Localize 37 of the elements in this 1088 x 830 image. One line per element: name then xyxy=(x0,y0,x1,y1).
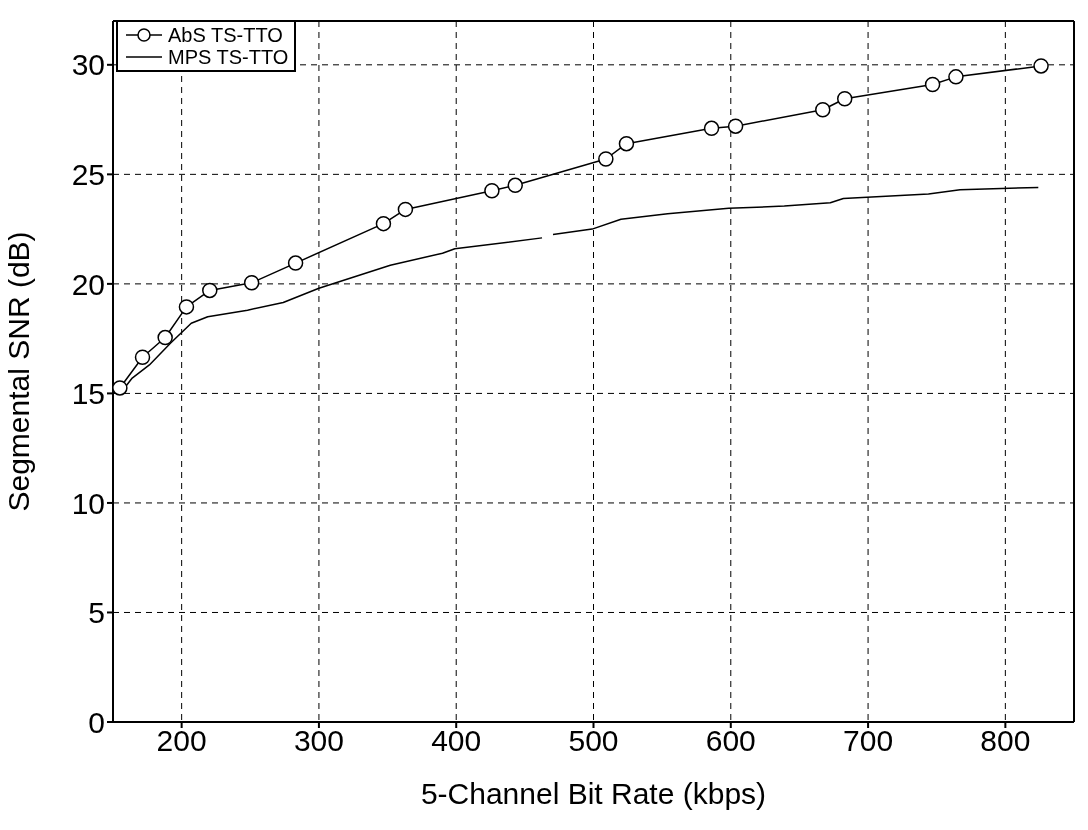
x-tick-label: 800 xyxy=(980,724,1031,758)
point xyxy=(618,135,635,152)
point xyxy=(924,76,941,93)
x-tick-label: 300 xyxy=(293,724,344,758)
point xyxy=(703,120,720,137)
point xyxy=(815,101,831,118)
y-tick-label: 5 xyxy=(88,596,105,630)
y-tick-label: 0 xyxy=(88,705,105,739)
x-tick-label: 600 xyxy=(705,724,756,758)
point xyxy=(397,201,414,218)
point xyxy=(948,69,964,85)
point xyxy=(157,329,173,346)
point xyxy=(375,215,392,232)
x-tick-label: 200 xyxy=(156,724,207,758)
y-tick-label: 10 xyxy=(71,486,105,520)
point xyxy=(727,118,744,134)
x-axis-title: 5-Channel Bit Rate (kbps) xyxy=(420,777,767,810)
x-tick-label: 700 xyxy=(843,724,894,758)
point xyxy=(507,177,523,194)
point xyxy=(134,349,151,366)
legend-label: MPS TS-TTO xyxy=(168,46,289,68)
y-tick-label: 20 xyxy=(71,267,105,301)
x-tick-label: 400 xyxy=(431,724,482,758)
point xyxy=(178,299,195,315)
y-tick-label: 15 xyxy=(71,377,105,411)
point xyxy=(1033,58,1049,74)
point xyxy=(287,255,304,271)
legend-label: AbS TS-TTO xyxy=(168,24,283,46)
point xyxy=(836,91,853,107)
point xyxy=(484,183,500,199)
x-tick-label: 500 xyxy=(568,724,619,758)
point xyxy=(113,380,128,396)
y-tick-label: 30 xyxy=(71,48,105,82)
point xyxy=(202,282,218,299)
point xyxy=(243,275,260,291)
point xyxy=(598,151,614,167)
y-tick-label: 25 xyxy=(71,157,105,191)
